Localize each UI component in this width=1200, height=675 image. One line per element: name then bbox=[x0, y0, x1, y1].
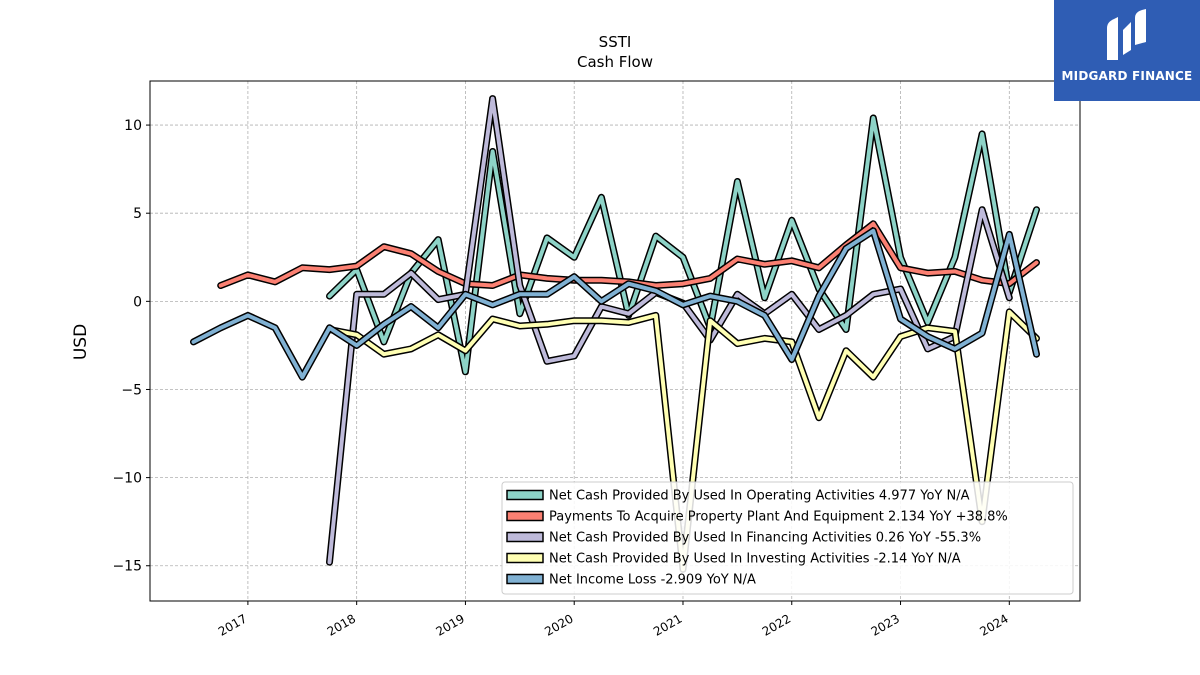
legend-swatch bbox=[506, 489, 544, 501]
x-tick-label: 2019 bbox=[433, 611, 466, 638]
series-line-1 bbox=[218, 221, 1039, 288]
y-tick-label: 10 bbox=[124, 118, 142, 134]
y-tick-label: 5 bbox=[133, 206, 142, 222]
legend-label: Net Income Loss -2.909 YoY N/A bbox=[549, 573, 756, 588]
brand-name: MIDGARD FINANCE bbox=[1061, 69, 1193, 83]
x-tick-label: 2020 bbox=[542, 611, 575, 638]
legend-label: Net Cash Provided By Used In Financing A… bbox=[549, 531, 981, 546]
brand-logo: MIDGARD FINANCE bbox=[1054, 0, 1200, 101]
y-tick-label: 0 bbox=[133, 294, 142, 310]
series-lines bbox=[190, 95, 1040, 573]
plot-frame bbox=[149, 80, 1081, 602]
legend-label: Net Cash Provided By Used In Operating A… bbox=[549, 489, 970, 504]
legend-swatch bbox=[506, 531, 544, 543]
chart-subtitle: Cash Flow bbox=[577, 53, 653, 71]
y-axis-label: USD bbox=[71, 324, 91, 360]
series-line-0 bbox=[327, 116, 1039, 374]
legend-label: Payments To Acquire Property Plant And E… bbox=[549, 510, 1008, 525]
legend-box bbox=[501, 481, 1074, 595]
y-tick-label: −15 bbox=[112, 559, 142, 575]
brand-mark-icon bbox=[1107, 9, 1146, 60]
legend-swatch bbox=[506, 552, 544, 564]
x-tick-label: 2023 bbox=[869, 611, 902, 638]
legend: Net Cash Provided By Used In Operating A… bbox=[501, 481, 1074, 595]
y-tick-label: −5 bbox=[121, 382, 142, 398]
series-line-4 bbox=[191, 228, 1039, 380]
chart-title: SSTI bbox=[599, 33, 632, 51]
legend-swatch bbox=[506, 573, 544, 585]
x-tick-label: 2022 bbox=[760, 611, 793, 638]
x-tick-label: 2017 bbox=[216, 611, 249, 638]
y-tick-label: −10 bbox=[112, 471, 142, 487]
x-tick-label: 2021 bbox=[651, 611, 684, 638]
x-tick-label: 2018 bbox=[325, 611, 358, 638]
x-tick-label: 2024 bbox=[977, 611, 1010, 638]
legend-label: Net Cash Provided By Used In Investing A… bbox=[549, 552, 961, 567]
series-outline-1 bbox=[217, 220, 1040, 289]
legend-swatch bbox=[506, 510, 544, 522]
